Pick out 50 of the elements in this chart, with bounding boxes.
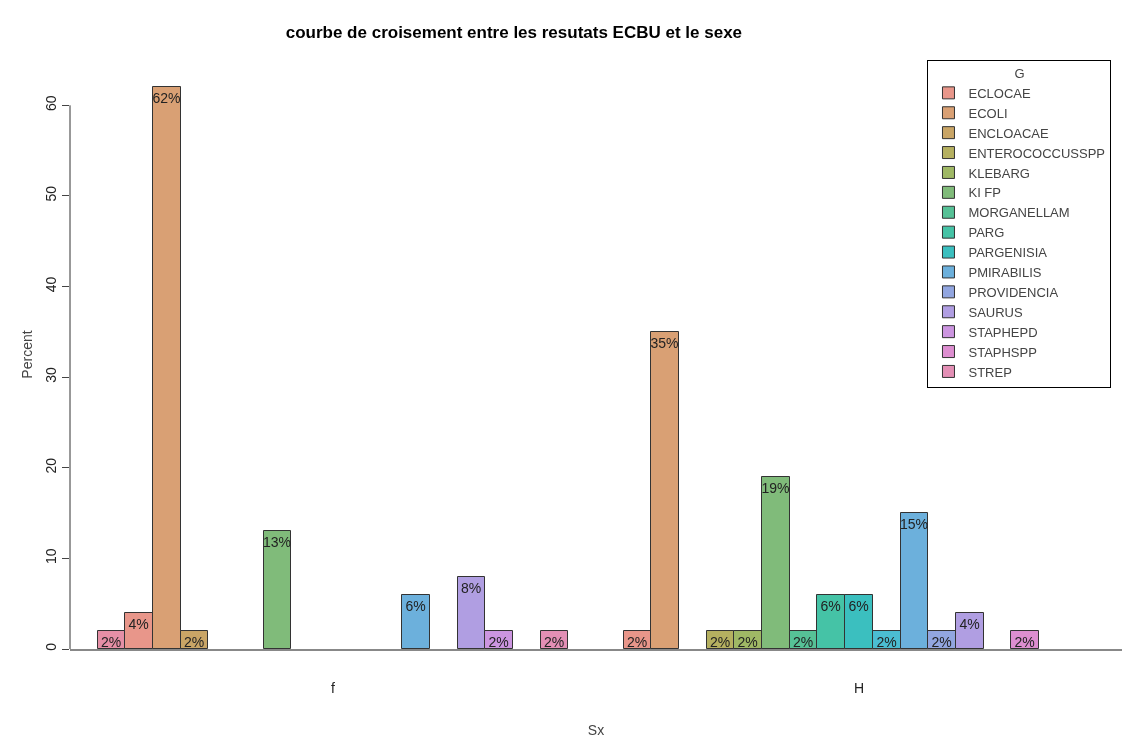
data-label: 4% [128,615,149,632]
data-label: 4% [959,615,980,632]
legend-label: MORGANELLAM [968,205,1070,221]
data-label: 6% [848,597,869,614]
y-tick-label: 40 [43,276,60,293]
data-label: 2% [737,633,758,650]
bar [263,530,291,649]
legend-label: STAPHSPP [968,344,1037,360]
legend-label: ENTEROCOCCUSSPP [968,145,1106,161]
data-label: 2% [100,633,122,650]
legend-label: PARG [968,225,1005,241]
data-label: 2% [626,633,648,650]
legend-label: SAURUS [968,304,1023,320]
data-label: 2% [931,633,952,650]
legend-label: PARGENISIA [968,245,1048,261]
y-tick-label: 0 [43,642,60,651]
bar [401,594,430,649]
data-label: 6% [405,597,426,614]
data-label: 6% [820,597,841,614]
chart-title: courbe de croisement entre les resutats ECBU et le sexe [285,23,743,43]
y-tick-label: 20 [43,457,60,474]
data-label: 62% [152,89,181,106]
x-tick-label: f [331,679,336,696]
x-tick-label: H [853,679,865,696]
data-label: 2% [488,633,509,650]
data-label: 8% [460,579,482,596]
y-tick-label: 50 [43,185,60,202]
y-tick-label: 10 [43,548,60,565]
legend-label: ECLOCAE [968,85,1031,101]
data-label: 35% [650,334,679,351]
legend-label: STAPHEPD [968,324,1038,340]
data-label: 2% [709,633,731,650]
data-label: 2% [543,633,565,650]
y-tick-label: 60 [43,95,60,111]
data-label: 2% [876,633,897,650]
legend-label: STREP [968,364,1012,380]
legend-label: ECOLI [968,105,1008,121]
data-label: 19% [761,479,790,496]
legend-label: KI FP [968,185,1001,201]
data-label: 2% [792,633,814,650]
legend-label: KLEBARG [968,165,1030,181]
y-axis-title: Percent [19,330,35,379]
legend-label: PROVIDENCIA [968,284,1059,300]
legend-label: ENCLOACAE [968,125,1049,141]
y-tick-label: 30 [43,367,60,383]
data-label: 2% [183,633,205,650]
legend-label: PMIRABILIS [968,265,1042,281]
x-axis-title: Sx [587,721,605,738]
legend-title: G [1014,65,1025,81]
data-label: 2% [1014,633,1035,650]
